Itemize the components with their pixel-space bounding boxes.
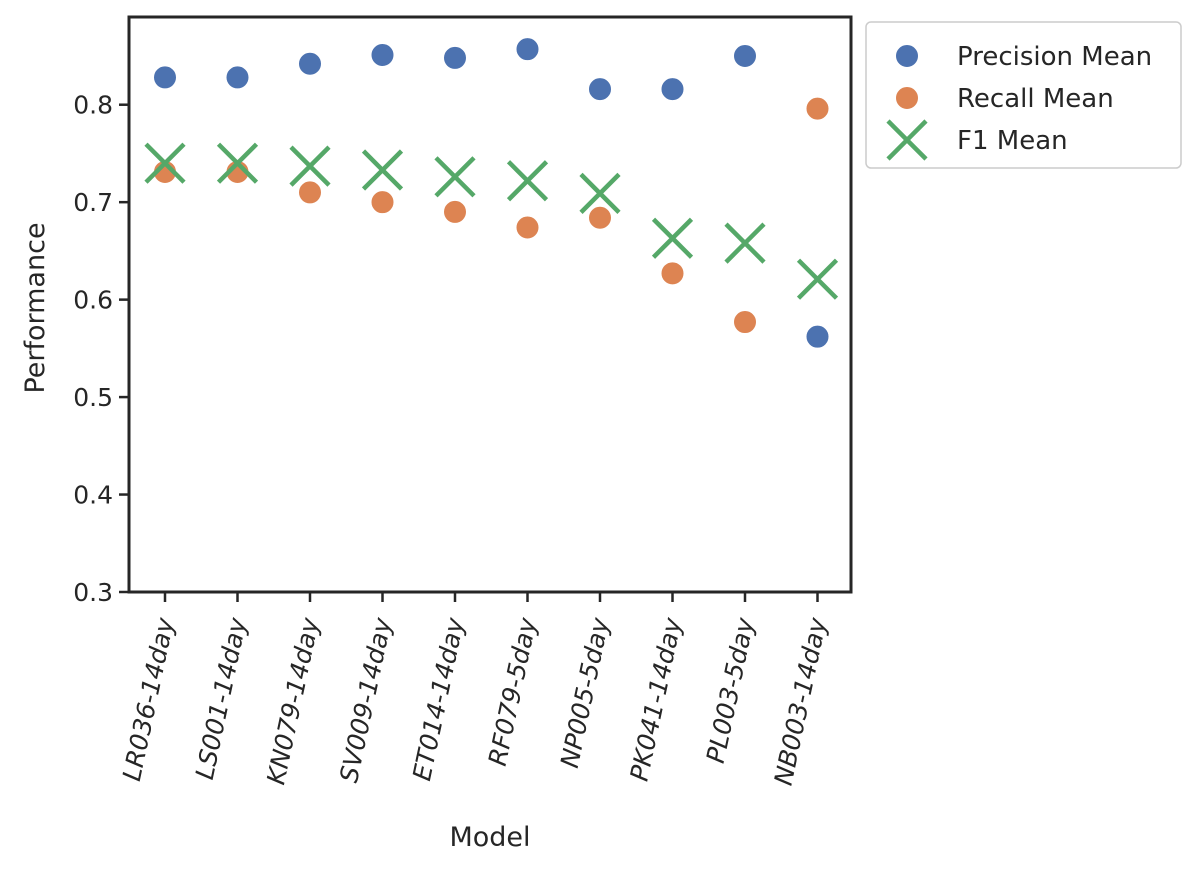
precision-mean-point [733,43,757,68]
precision-mean-point [370,43,395,68]
legend-frame [865,21,1182,169]
legend-f1-mean-marker [886,119,928,161]
y-tick-label: 0.5 [73,383,113,412]
legend-precision-mean-marker [895,44,919,68]
x-tick-label: LR036-14day [117,614,180,783]
x-tick-label: NB003-14day [769,614,833,788]
f1-mean-point [796,258,839,300]
y-axis-title: Performance [20,222,51,393]
recall-mean-point [515,215,540,240]
recall-mean-point [733,310,757,335]
precision-mean-point [660,77,685,102]
precision-mean-point [515,37,540,62]
x-tick-label: RF079-5day [483,614,543,768]
recall-mean-point [805,96,830,121]
f1-mean-point [289,145,331,187]
f1-mean-point [216,142,259,184]
legend-f1-mean-label: F1 Mean [957,126,1068,156]
y-tick-label: 0.7 [73,188,113,217]
x-tick-label: PK041-14day [624,614,687,784]
f1-mean-point [361,149,404,191]
f1-mean-point [579,172,621,214]
x-tick-label: LS001-14day [190,614,253,782]
x-marker-stroke [796,258,839,300]
x-axis-title: Model [449,822,530,853]
y-tick-label: 0.3 [73,578,113,607]
x-tick-label: KN079-14day [261,614,325,787]
precision-mean-point [443,45,467,70]
legend-recall-mean-marker [895,86,919,110]
x-tick-label: PL003-5day [701,614,760,766]
x-marker-stroke [361,149,404,191]
x-marker-stroke [886,119,928,161]
x-tick-label: NP005-5day [555,614,615,770]
y-tick-label: 0.4 [73,481,113,510]
plot-frame [127,15,853,594]
y-tick-label: 0.6 [73,286,113,315]
x-marker-stroke [579,172,621,214]
x-marker-stroke [289,145,331,187]
legend: Precision Mean Recall Mean F1 Mean [865,21,1182,169]
recall-mean-point [370,190,395,215]
x-marker-stroke [506,160,549,202]
f1-mean-point [651,217,694,259]
plot-marks [144,37,839,349]
y-tick-label: 0.8 [73,91,113,120]
f1-mean-point [506,160,549,202]
precision-mean-point [588,77,612,102]
x-tick-label: ET014-14day [407,614,470,783]
precision-mean-point [298,51,322,76]
precision-mean-point [153,65,177,90]
f1-mean-point [724,222,766,264]
x-axis-ticks: LR036-14day LS001-14day KN079-14day SV009-1… [117,592,833,788]
y-axis-ticks: 0.3 0.4 0.5 0.6 0.7 0.8 [73,91,129,607]
legend-recall-mean-label: Recall Mean [957,84,1114,114]
x-tick-label: SV009-14day [334,614,397,785]
x-marker-stroke [144,142,186,184]
x-marker-stroke [216,142,259,184]
precision-mean-point [225,65,250,90]
legend-precision-mean-label: Precision Mean [957,42,1152,72]
f1-mean-point [144,142,186,184]
recall-mean-point [443,199,467,224]
x-marker-stroke [434,156,476,198]
x-marker-stroke [724,222,766,264]
recall-mean-point [660,261,685,286]
x-marker-stroke [651,217,694,259]
recall-mean-point [588,205,612,230]
f1-mean-point [434,156,476,198]
recall-mean-point [298,180,322,205]
precision-mean-point [805,324,830,349]
